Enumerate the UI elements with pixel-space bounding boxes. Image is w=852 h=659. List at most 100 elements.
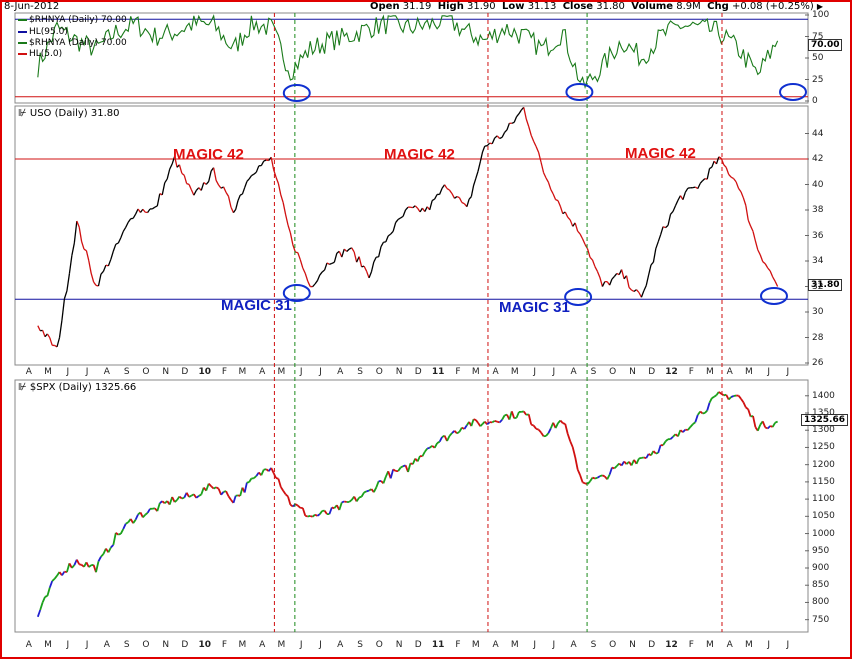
spx-y-tick-label: 1200: [812, 459, 835, 470]
uso-segment: [377, 246, 382, 258]
uso-segment: [361, 265, 365, 268]
spx-y-tick-label: 900: [812, 563, 830, 573]
uso-segment: [299, 259, 304, 269]
uso-last-value: 31.80: [808, 279, 843, 291]
spx-segment: [239, 487, 244, 497]
spx-last-value: 1325.66: [801, 414, 848, 426]
uso-segment: [586, 248, 591, 258]
spx-y-tick-label: 1100: [812, 494, 835, 505]
spx-segment: [375, 481, 380, 488]
uso-segment: [725, 167, 730, 175]
uso-segment: [222, 186, 227, 193]
legend-swatch: [18, 18, 27, 21]
spx-segment: [740, 398, 745, 403]
spx-segment: [456, 431, 460, 435]
uso-x-tick-label: M: [238, 367, 247, 377]
uso-segment: [511, 121, 515, 124]
spx-segment: [475, 419, 479, 424]
uso-segment: [161, 182, 166, 195]
spx-segment: [46, 587, 51, 597]
uso-segment: [444, 184, 448, 189]
spx-segment: [115, 532, 119, 536]
uso-x-tick-label: J: [533, 367, 536, 377]
uso-segment: [557, 200, 561, 207]
uso-x-tick-label: A: [103, 367, 110, 377]
uso-segment: [363, 265, 368, 272]
spx-segment: [304, 514, 309, 518]
uso-segment: [564, 211, 569, 218]
uso-x-tick-label: M: [744, 367, 753, 377]
spx-segment: [540, 432, 545, 437]
spx-segment: [210, 485, 215, 490]
spx-segment: [159, 500, 163, 504]
spx-x-tick-label: M: [510, 640, 519, 650]
uso-segment: [132, 213, 137, 219]
uso-segment: [117, 237, 122, 244]
uso-segment: [424, 206, 428, 212]
uso-segment: [260, 160, 265, 166]
uso-segment: [125, 221, 129, 228]
spx-x-tick-label: 10: [198, 640, 211, 650]
highlight-circle-icon: [779, 83, 807, 101]
spx-x-tick-label: O: [142, 640, 150, 650]
spx-segment: [655, 452, 659, 455]
spx-segment: [225, 490, 230, 497]
spx-segment: [213, 486, 217, 490]
spx-segment: [76, 559, 81, 565]
uso-segment: [662, 226, 666, 229]
spx-segment: [679, 429, 684, 433]
play-arrow-icon[interactable]: ▶: [816, 2, 824, 11]
uso-x-tick-label: S: [123, 367, 130, 377]
magic42-label-c: MAGIC 42: [625, 145, 696, 162]
uso-x-tick-label: M: [471, 367, 480, 377]
uso-segment: [348, 247, 352, 250]
spx-segment: [532, 425, 537, 430]
series-layer: [15, 14, 809, 621]
spx-segment: [363, 490, 367, 494]
spx-segment: [397, 467, 402, 472]
uso-segment: [88, 260, 92, 274]
uso-segment: [370, 261, 375, 273]
spx-segment: [215, 486, 220, 490]
uso-segment: [331, 261, 335, 264]
rhnya-last-value: 70.00: [808, 39, 843, 51]
uso-segment: [227, 196, 232, 208]
uso-segment: [645, 274, 650, 286]
uso-segment: [365, 270, 370, 279]
spx-segment: [527, 414, 533, 425]
uso-segment: [37, 325, 41, 332]
uso-segment: [589, 256, 593, 261]
uso-segment: [757, 249, 761, 256]
spx-segment: [708, 397, 713, 404]
spx-x-tick-label: 12: [665, 640, 678, 650]
spx-y-tick-label: 850: [812, 580, 830, 591]
uso-segment: [246, 178, 250, 182]
spx-segment: [616, 462, 620, 467]
spx-segment: [484, 420, 488, 425]
uso-segment: [215, 180, 220, 186]
spx-segment: [41, 596, 46, 603]
uso-x-tick-label: J: [786, 367, 790, 377]
spx-segment: [134, 514, 139, 521]
spx-x-tick-label: F: [455, 640, 461, 650]
uso-segment: [277, 183, 282, 195]
spx-segment: [373, 487, 378, 493]
uso-segment: [190, 189, 195, 196]
spx-segment: [436, 440, 441, 444]
uso-segment: [638, 292, 643, 298]
uso-segment: [659, 226, 664, 235]
uso-segment: [543, 172, 547, 179]
uso-segment: [56, 337, 61, 348]
uso-x-tick-label: N: [629, 367, 636, 377]
spx-segment: [767, 425, 771, 430]
spx-segment: [461, 426, 465, 430]
uso-segment: [481, 145, 486, 153]
uso-segment: [81, 241, 85, 250]
legend-label: $RHNYA (Daily) 70.00: [29, 15, 127, 25]
uso-x-tick-label: A: [726, 367, 733, 377]
spx-segment: [547, 428, 552, 434]
uso-segment: [333, 253, 338, 263]
uso-segment: [329, 262, 333, 265]
uso-segment: [244, 181, 248, 188]
uso-x-tick-label: S: [590, 367, 597, 377]
